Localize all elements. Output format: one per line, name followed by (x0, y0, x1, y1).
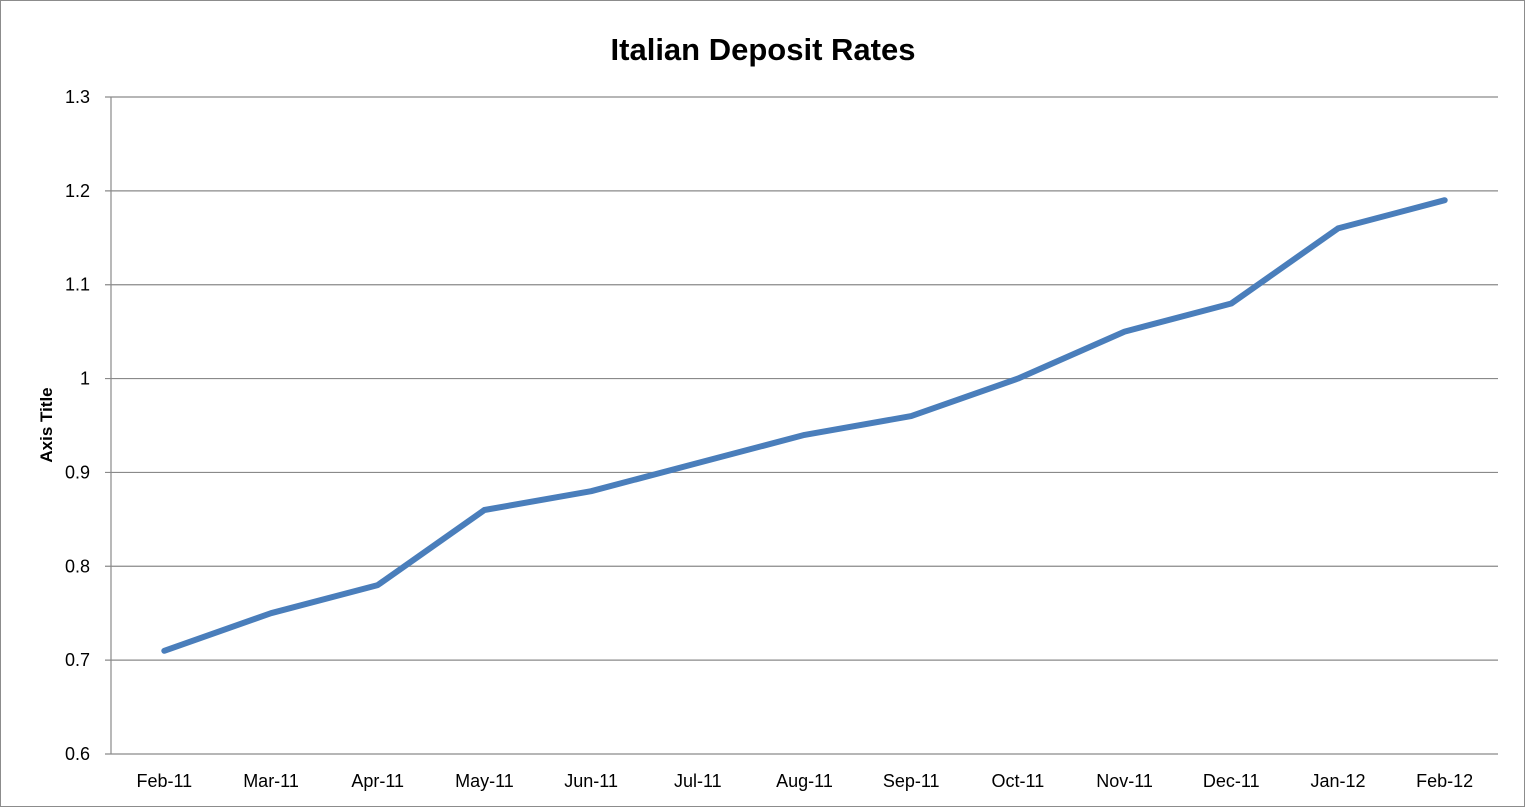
x-tick-label: Sep-11 (883, 771, 940, 791)
y-tick-label: 0.9 (65, 462, 90, 482)
x-tick-label: Aug-11 (776, 771, 833, 791)
series-lines (161, 197, 1448, 654)
x-tick-label: Mar-11 (243, 771, 299, 791)
y-tick-label: 1.3 (65, 87, 90, 107)
chart-title: Italian Deposit Rates (611, 32, 916, 67)
x-tick-label: Jun-11 (564, 771, 618, 791)
gridlines (105, 96, 1498, 661)
y-tick-label: 1 (80, 369, 90, 389)
y-tick-label: 0.8 (65, 556, 90, 576)
y-tick-label: 0.7 (65, 650, 90, 670)
x-tick-labels: Feb-11 Mar-11 Apr-11 May-11 Jun-11 Jul-11 Aug-… (136, 771, 1473, 791)
x-tick-label: Jan-12 (1310, 771, 1365, 791)
x-tick-label: Jul-11 (674, 771, 722, 791)
y-tick-label: 0.6 (65, 744, 90, 764)
x-tick-label: Oct-11 (992, 771, 1045, 791)
y-axis-title: Axis Title (37, 387, 56, 462)
y-tick-label: 1.1 (65, 275, 90, 295)
x-tick-label: Feb-11 (136, 771, 192, 791)
x-tick-label: Apr-11 (351, 771, 404, 791)
x-tick-label: Dec-11 (1203, 771, 1260, 791)
series-line (161, 197, 1448, 654)
axes (105, 97, 1498, 755)
x-tick-label: May-11 (455, 771, 514, 791)
x-tick-label: Nov-11 (1096, 771, 1153, 791)
y-tick-labels: 0.6 0.7 0.8 0.9 1 1.1 1.2 1.3 (65, 87, 90, 764)
x-tick-label: Feb-12 (1416, 771, 1473, 791)
y-tick-label: 1.2 (65, 181, 90, 201)
